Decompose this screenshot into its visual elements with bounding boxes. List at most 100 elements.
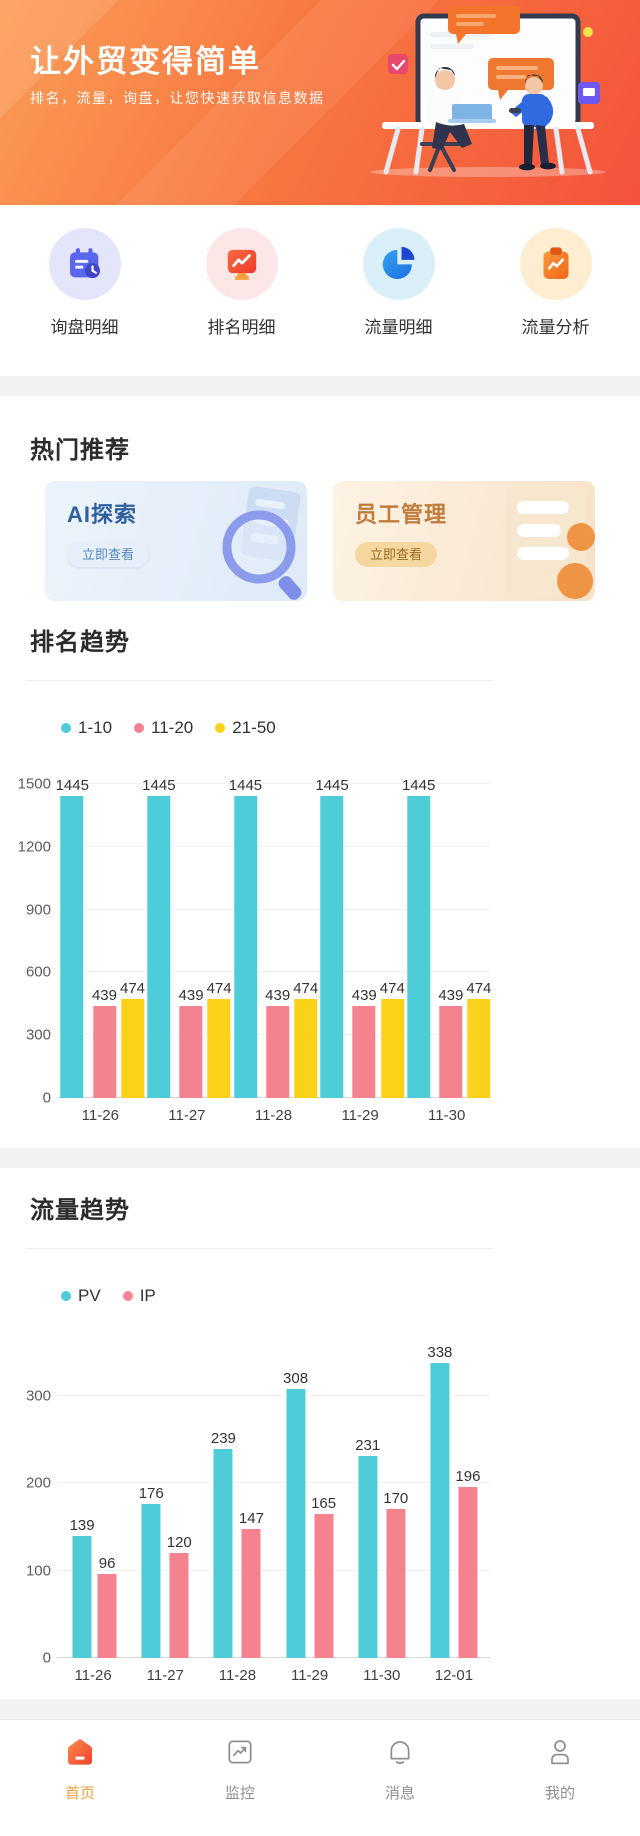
y-axis-tick: 0 <box>42 1649 51 1667</box>
bar-value-label: 439 <box>351 987 377 1005</box>
bar-group: 239 147 <box>211 1431 264 1658</box>
bar-column: 1445 <box>142 776 176 1098</box>
bar-column: 439 <box>92 988 117 1098</box>
bar-column: 308 <box>283 1371 308 1658</box>
legend-item: 1-10 <box>61 718 112 738</box>
bar-column: 439 <box>438 988 463 1098</box>
bar <box>386 1509 406 1658</box>
legend-item: PV <box>61 1286 101 1306</box>
x-axis: 11-26 11-27 11-28 11-29 11-30 <box>57 1098 490 1124</box>
bar-value-label: 147 <box>238 1510 264 1528</box>
bar-column: 439 <box>179 988 204 1098</box>
legend-item: IP <box>122 1286 156 1306</box>
bar-value-label: 474 <box>119 979 146 997</box>
header-illustration <box>370 6 606 177</box>
tab-monitor[interactable]: 监控 <box>160 1736 320 1836</box>
gridline <box>57 1569 490 1571</box>
card-ai-explore[interactable]: AI探索 立即查看 <box>45 481 307 601</box>
chat-bubble-icon <box>448 6 520 44</box>
quick-action-rank-detail[interactable]: 排名明细 <box>163 205 320 376</box>
monitor-icon <box>228 1740 252 1764</box>
bar-group: 139 96 <box>70 1518 117 1658</box>
bar-column: 165 <box>311 1496 336 1658</box>
view-now-button[interactable]: 立即查看 <box>355 542 438 567</box>
bar <box>60 795 84 1098</box>
view-now-button[interactable]: 立即查看 <box>67 542 150 567</box>
bar-value-label: 1445 <box>228 776 263 794</box>
bar-group: 1445 439 474 <box>402 778 491 1098</box>
bell-icon <box>390 1741 410 1765</box>
gridline <box>57 783 490 784</box>
bar <box>179 1006 203 1098</box>
y-axis-tick: 300 <box>25 1387 51 1405</box>
bar-column: 176 <box>139 1486 164 1658</box>
legend-label: PV <box>78 1286 101 1305</box>
rank-trend-heading: 排名趋势 <box>30 629 130 656</box>
bar-value-label: 439 <box>265 987 291 1005</box>
user-icon <box>551 1740 569 1765</box>
legend-label: IP <box>139 1286 156 1305</box>
bar <box>92 1006 116 1098</box>
dot-icon <box>583 27 593 37</box>
employee-list-icon <box>505 487 595 599</box>
bar-value-label: 96 <box>98 1555 116 1573</box>
chart-plot-area: 0 100 200 300 139 96 176 120 239 147 308 165 231 170 3… <box>26 1345 490 1666</box>
legend-dot-icon <box>215 723 226 733</box>
card-employee-management[interactable]: 员工管理 立即查看 <box>333 481 595 601</box>
traffic-trend-header: 流量趋势 <box>0 1168 640 1258</box>
quick-action-inquiry-detail[interactable]: 询盘明细 <box>6 205 163 376</box>
bar-column: 474 <box>380 981 405 1098</box>
bar-value-label: 120 <box>166 1534 192 1552</box>
bar-value-label: 196 <box>455 1467 481 1485</box>
quick-action-traffic-detail[interactable]: 流量明细 <box>320 205 477 376</box>
bar <box>241 1529 261 1658</box>
tab-label: 首页 <box>64 1785 95 1802</box>
card-title: AI探索 <box>67 502 138 527</box>
bar-group: 231 170 <box>355 1438 408 1658</box>
clipboard-trend-icon <box>543 247 568 279</box>
bar-column: 338 <box>427 1345 452 1658</box>
quick-action-traffic-analysis[interactable]: 流量分析 <box>477 205 634 376</box>
header-banner: 让外贸变得简单 排名，流量，询盘，让您快速获取信息数据 <box>0 0 640 205</box>
bar-value-label: 176 <box>138 1485 164 1503</box>
tab-profile[interactable]: 我的 <box>480 1736 640 1836</box>
bar <box>147 795 171 1098</box>
tab-messages[interactable]: 消息 <box>320 1736 480 1836</box>
divider <box>25 1248 493 1249</box>
monitor-trend-icon <box>227 249 256 280</box>
y-axis-tick: 0 <box>42 1089 51 1107</box>
header-subtitle: 排名，流量，询盘，让您快速获取信息数据 <box>30 90 325 106</box>
tab-label: 消息 <box>384 1785 415 1802</box>
bar-value-label: 474 <box>379 979 405 997</box>
bar <box>439 1006 463 1098</box>
x-axis-tick: 11-28 <box>254 1107 293 1124</box>
bar-group: 1445 439 474 <box>56 778 145 1098</box>
person-sitting <box>420 66 496 172</box>
bar <box>430 1362 450 1658</box>
tab-home[interactable]: 首页 <box>0 1736 160 1836</box>
bar-value-label: 474 <box>206 979 232 997</box>
gridline <box>57 1482 490 1484</box>
legend-dot-icon <box>61 723 71 733</box>
legend-label: 21-50 <box>232 718 276 737</box>
bar <box>352 1006 376 1098</box>
bar-column: 139 <box>70 1518 95 1658</box>
x-axis-tick: 11-28 <box>218 1667 257 1684</box>
bar-value-label: 1445 <box>142 776 176 794</box>
x-axis-tick: 11-30 <box>363 1667 401 1684</box>
magnifier-document-icon <box>222 486 302 600</box>
x-axis-line <box>57 1657 490 1658</box>
quick-action-label: 询盘明细 <box>50 318 119 337</box>
divider <box>25 680 493 681</box>
bar <box>233 795 257 1098</box>
section-divider-band <box>0 1148 640 1168</box>
bar <box>458 1486 478 1658</box>
x-axis-tick: 11-26 <box>81 1107 119 1124</box>
legend-dot-icon <box>134 723 145 733</box>
hot-recommend-heading: 热门推荐 <box>30 437 130 464</box>
bar-value-label: 474 <box>466 979 492 997</box>
y-axis-tick: 300 <box>25 1026 51 1044</box>
bar-column: 474 <box>120 981 145 1098</box>
tab-label: 监控 <box>224 1785 255 1802</box>
bar-value-label: 439 <box>178 987 204 1005</box>
